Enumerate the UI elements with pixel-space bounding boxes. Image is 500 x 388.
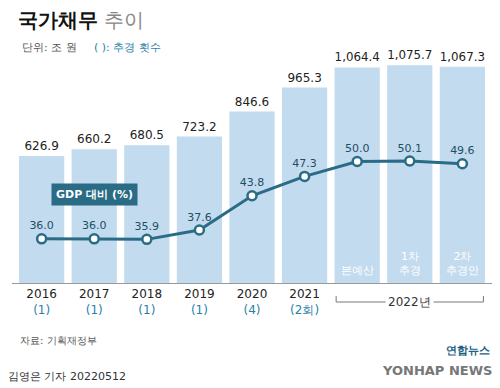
svg-text:43.8: 43.8 bbox=[240, 176, 265, 189]
svg-text:1,075.7: 1,075.7 bbox=[387, 48, 432, 62]
svg-text:36.0: 36.0 bbox=[82, 219, 107, 232]
svg-text:47.3: 47.3 bbox=[292, 157, 317, 170]
svg-text:35.9: 35.9 bbox=[135, 220, 160, 233]
svg-text:49.6: 49.6 bbox=[450, 144, 475, 157]
svg-text:2020(4): 2020(4) bbox=[237, 287, 268, 317]
svg-text:2차추경안: 2차추경안 bbox=[446, 250, 479, 277]
svg-text:( ): 추경 횟수: ( ): 추경 횟수 bbox=[94, 41, 161, 54]
svg-text:680.5: 680.5 bbox=[130, 128, 164, 142]
svg-text:723.2: 723.2 bbox=[182, 120, 216, 134]
svg-text:1차추경: 1차추경 bbox=[399, 250, 421, 277]
svg-text:2018(1): 2018(1) bbox=[132, 287, 163, 317]
svg-text:2016(1): 2016(1) bbox=[26, 287, 57, 317]
svg-text:YONHAP NEWS: YONHAP NEWS bbox=[382, 363, 492, 378]
svg-text:1,067.3: 1,067.3 bbox=[440, 50, 485, 64]
svg-text:2022년: 2022년 bbox=[388, 295, 431, 309]
svg-text:2021(2회): 2021(2회) bbox=[289, 287, 320, 317]
svg-text:36.0: 36.0 bbox=[29, 219, 54, 232]
svg-text:김영은 기자 20220512: 김영은 기자 20220512 bbox=[8, 370, 126, 383]
svg-text:본예산: 본예산 bbox=[341, 264, 374, 277]
svg-text:단위: 조 원: 단위: 조 원 bbox=[22, 41, 77, 54]
svg-text:965.3: 965.3 bbox=[287, 71, 321, 85]
svg-text:자료: 기획재정부: 자료: 기획재정부 bbox=[20, 335, 97, 346]
svg-text:846.6: 846.6 bbox=[235, 95, 269, 109]
svg-text:2017(1): 2017(1) bbox=[79, 287, 110, 317]
svg-text:국가채무 추이: 국가채무 추이 bbox=[18, 8, 144, 32]
svg-text:37.6: 37.6 bbox=[187, 211, 212, 224]
svg-text:50.1: 50.1 bbox=[398, 142, 423, 155]
svg-text:626.9: 626.9 bbox=[24, 139, 58, 153]
svg-text:660.2: 660.2 bbox=[77, 132, 111, 146]
svg-text:2019(1): 2019(1) bbox=[184, 287, 215, 317]
svg-text:1,064.4: 1,064.4 bbox=[335, 50, 380, 64]
svg-text:GDP 대비 (%): GDP 대비 (%) bbox=[56, 188, 133, 201]
svg-text:연합뉴스: 연합뉴스 bbox=[446, 344, 490, 357]
svg-text:50.0: 50.0 bbox=[345, 142, 370, 155]
